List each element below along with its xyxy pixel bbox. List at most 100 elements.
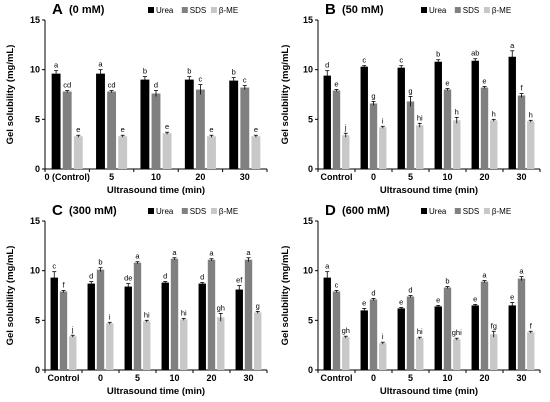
- y-axis-title: Gel solubility (mg/mL): [5, 246, 16, 346]
- bar-sds: [406, 296, 415, 370]
- y-tick-label: 10: [30, 65, 40, 75]
- bar-sds: [62, 91, 72, 169]
- bar-sds: [332, 291, 341, 370]
- significance-label: a: [246, 248, 251, 257]
- y-axis-title: Gel solubility (mg/mL): [5, 45, 16, 145]
- legend-label: SDS: [463, 207, 479, 216]
- y-tick-label: 15: [30, 216, 40, 226]
- significance-label: cd: [63, 81, 71, 90]
- significance-label: f: [520, 84, 523, 93]
- legend-swatch: [454, 7, 461, 13]
- bar-me: [379, 343, 387, 370]
- significance-label: h: [529, 110, 533, 119]
- bar-urea: [87, 283, 95, 370]
- legend-swatch: [148, 7, 154, 13]
- significance-label: c: [399, 56, 403, 65]
- significance-label: hi: [417, 327, 423, 336]
- y-tick-label: 10: [30, 266, 40, 276]
- significance-label: de: [124, 274, 132, 283]
- y-tick-label: 15: [30, 15, 40, 25]
- significance-label: e: [510, 292, 514, 301]
- y-tick-label: 0: [35, 164, 40, 174]
- bar-sds: [240, 87, 250, 169]
- bar-sds: [406, 101, 415, 169]
- significance-label: b: [436, 50, 440, 59]
- bar-me: [416, 338, 424, 370]
- significance-label: a: [172, 248, 177, 257]
- x-tick-label: 10: [442, 172, 452, 182]
- y-tick-label: 0: [308, 365, 313, 375]
- significance-label: hi: [417, 113, 423, 122]
- y-axis-title: Gel solubility (mg/mL): [280, 246, 291, 346]
- significance-label: d: [371, 288, 375, 297]
- significance-label: j: [344, 123, 347, 132]
- significance-label: e: [473, 294, 477, 303]
- bar-me: [490, 120, 498, 169]
- significance-label: ghi: [452, 328, 462, 337]
- x-tick-label: 10: [442, 373, 452, 383]
- bar-sds: [107, 91, 117, 169]
- significance-label: fg: [491, 321, 497, 330]
- significance-label: d: [154, 81, 158, 90]
- legend-label: Urea: [156, 207, 174, 216]
- legend-swatch: [483, 208, 490, 214]
- bar-urea: [229, 80, 239, 169]
- legend-label: SDS: [190, 207, 206, 216]
- bar-urea: [96, 73, 105, 169]
- significance-label: a: [519, 267, 524, 276]
- legend-swatch: [148, 208, 154, 214]
- legend-label: β-ME: [219, 207, 238, 216]
- bar-me: [180, 319, 188, 370]
- significance-label: e: [482, 77, 486, 86]
- panel-c: 0 5 10 15 Gel solubility (mg/mL) Ultrasound t…: [5, 202, 268, 397]
- legend-label: Urea: [156, 6, 174, 15]
- panel-letter: A: [52, 1, 63, 18]
- significance-label: a: [482, 271, 487, 280]
- bar-urea: [140, 79, 150, 169]
- significance-label: h: [492, 109, 496, 118]
- bar-urea: [397, 308, 405, 370]
- legend-swatch: [421, 7, 427, 13]
- bar-sds: [133, 262, 142, 370]
- bar-me: [342, 135, 350, 169]
- significance-label: c: [243, 76, 247, 85]
- significance-label: b: [232, 68, 236, 77]
- legend-label: SDS: [190, 6, 206, 15]
- bar-urea: [434, 61, 442, 169]
- significance-label: a: [209, 249, 214, 258]
- panel-letter: D: [325, 202, 336, 219]
- significance-label: e: [362, 298, 366, 307]
- significance-label: ef: [236, 276, 243, 285]
- x-tick-label: 5: [135, 373, 140, 383]
- panel-concentration-label: (0 mM): [69, 4, 105, 16]
- panel-letter: B: [325, 1, 336, 18]
- x-tick-label: 20: [195, 172, 205, 182]
- legend-label: β-ME: [492, 6, 511, 15]
- bar-urea: [360, 66, 368, 169]
- significance-label: e: [445, 79, 449, 88]
- significance-label: d: [163, 272, 167, 281]
- significance-label: i: [109, 312, 111, 321]
- significance-label: b: [143, 67, 147, 76]
- bar-me: [490, 334, 498, 370]
- bar-me: [73, 136, 83, 169]
- bar-me: [118, 136, 128, 169]
- significance-label: g: [408, 86, 412, 95]
- legend-label: Urea: [429, 207, 447, 216]
- legend-swatch: [181, 7, 188, 13]
- panel-concentration-label: (600 mM): [342, 205, 390, 217]
- significance-label: ab: [471, 49, 479, 58]
- bar-urea: [434, 306, 442, 370]
- bar-sds: [369, 103, 378, 169]
- x-axis-title: Ultrasound time (min): [380, 386, 478, 397]
- panel-concentration-label: (300 mM): [69, 205, 117, 217]
- y-tick-label: 10: [303, 266, 313, 276]
- bar-me: [342, 337, 350, 370]
- significance-label: e: [121, 125, 125, 134]
- bar-urea: [184, 79, 194, 169]
- significance-label: d: [408, 286, 412, 295]
- x-tick-label: 30: [243, 373, 253, 383]
- bar-sds: [517, 95, 526, 169]
- bar-urea: [198, 283, 206, 370]
- x-tick-label: 10: [151, 172, 161, 182]
